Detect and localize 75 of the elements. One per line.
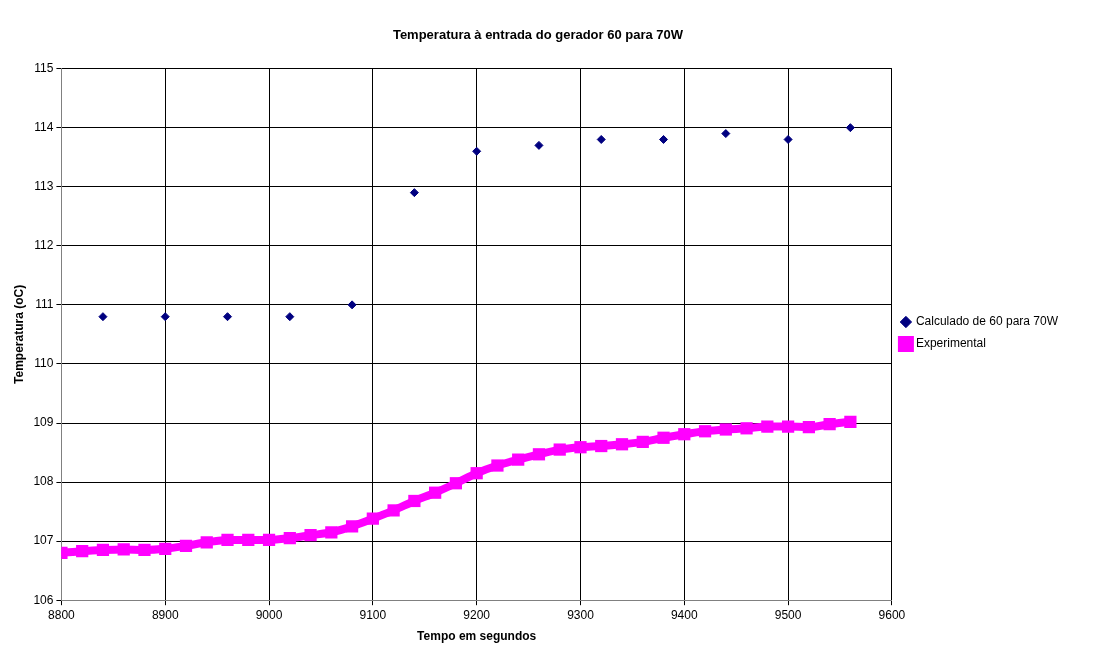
x-tick-label: 9400 [670,607,698,622]
point [159,542,172,555]
point [221,533,234,547]
point [574,441,587,454]
point [98,312,108,322]
point [534,140,544,150]
y-axis-title: Temperatura (oC) [11,284,26,384]
x-tick-label: 9100 [359,607,387,622]
x-tick-label: 8800 [48,607,76,622]
point [76,545,89,558]
point [615,438,629,451]
chart-title: Temperatura à entrada do gerador 60 para 70W [392,27,684,43]
point [223,312,233,322]
point [325,526,338,539]
point [678,428,691,441]
x-axis-title: Tempo em segundos [417,629,537,644]
point [409,188,419,198]
point [200,536,213,549]
point [262,533,276,547]
point [347,300,357,310]
point [721,129,731,139]
point [179,539,193,552]
point [408,494,421,508]
point [802,421,815,434]
y-tick-label: 110 [34,356,54,371]
point [659,134,669,144]
y-tick-label: 112 [34,238,54,253]
point [844,415,857,428]
y-tick-label: 113 [34,179,54,194]
point [472,146,482,156]
x-tick-label: 9500 [774,607,802,622]
y-tick-label: 107 [33,533,54,548]
point [781,420,795,433]
point [595,439,608,453]
point [449,477,463,490]
x-tick-label: 8900 [151,607,179,622]
point [242,533,255,547]
point [138,543,151,557]
point [345,520,359,533]
y-tick-label: 108 [33,474,54,489]
x-tick-label: 9000 [255,607,283,622]
point [429,486,442,499]
point [740,422,753,435]
point [387,504,400,517]
y-tick-label: 115 [34,60,54,75]
point [719,423,732,436]
point [512,453,525,466]
point [783,134,793,144]
y-tick-label: 106 [33,592,54,607]
point [470,467,483,480]
point [283,532,296,545]
x-tick-label: 9200 [463,607,491,622]
point [96,543,110,557]
y-tick-label: 109 [33,415,54,430]
point [117,543,130,556]
legend-label: Calculado de 60 para 70W [915,314,1059,329]
point [761,420,774,433]
y-tick-label: 114 [34,119,54,134]
point [304,529,317,542]
point [596,134,606,144]
point [366,512,379,525]
point [657,431,670,444]
legend-label: Experimental [915,336,986,351]
point [823,418,836,431]
point [553,443,566,456]
x-tick-label: 9300 [567,607,595,622]
y-tick-label: 111 [35,297,54,312]
point [285,312,295,322]
point [845,123,855,133]
point [636,435,649,449]
point [491,459,504,472]
point [698,425,712,438]
x-tick-label: 9600 [878,607,906,622]
point [160,312,170,322]
point [532,448,546,461]
